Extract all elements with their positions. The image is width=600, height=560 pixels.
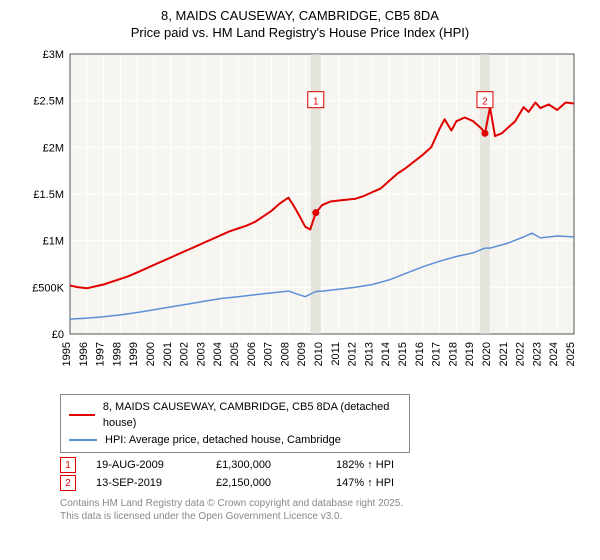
svg-text:2025: 2025 (565, 342, 577, 366)
svg-text:2022: 2022 (515, 342, 527, 366)
svg-text:2018: 2018 (447, 342, 459, 366)
legend-item-property: 8, MAIDS CAUSEWAY, CAMBRIDGE, CB5 8DA (d… (69, 399, 401, 432)
svg-text:2017: 2017 (431, 342, 443, 366)
svg-text:1995: 1995 (61, 342, 73, 366)
transaction-row-1: 1 19-AUG-2009 £1,300,000 182% ↑ HPI (60, 457, 588, 473)
svg-text:£2M: £2M (43, 142, 64, 154)
svg-text:2008: 2008 (279, 342, 291, 366)
footer-line1: Contains HM Land Registry data © Crown c… (60, 497, 588, 510)
svg-text:£1.5M: £1.5M (33, 189, 64, 201)
title-line2: Price paid vs. HM Land Registry's House … (12, 25, 588, 42)
chart-area: £0 £500K £1M £1.5M £2M £2.5M £3M 1995 1996 1997 19… (22, 48, 582, 388)
title-line1: 8, MAIDS CAUSEWAY, CAMBRIDGE, CB5 8DA (12, 8, 588, 25)
svg-text:1: 1 (313, 96, 319, 107)
svg-text:2011: 2011 (330, 342, 342, 366)
chart-container: 8, MAIDS CAUSEWAY, CAMBRIDGE, CB5 8DA Pr… (0, 0, 600, 560)
svg-text:2009: 2009 (296, 342, 308, 366)
svg-text:2003: 2003 (195, 342, 207, 366)
svg-text:2013: 2013 (363, 342, 375, 366)
svg-text:£3M: £3M (43, 49, 64, 61)
legend-swatch-hpi (69, 439, 97, 441)
svg-text:2002: 2002 (179, 342, 191, 366)
legend-item-hpi: HPI: Average price, detached house, Camb… (69, 432, 401, 449)
footer: Contains HM Land Registry data © Crown c… (60, 497, 588, 523)
svg-text:£0: £0 (52, 329, 64, 341)
svg-text:1996: 1996 (78, 342, 90, 366)
svg-text:2014: 2014 (380, 342, 392, 366)
legend-label-property: 8, MAIDS CAUSEWAY, CAMBRIDGE, CB5 8DA (d… (103, 399, 401, 432)
footer-line2: This data is licensed under the Open Gov… (60, 510, 588, 523)
legend: 8, MAIDS CAUSEWAY, CAMBRIDGE, CB5 8DA (d… (60, 394, 410, 454)
transaction-marker-2: 2 (60, 475, 76, 491)
svg-text:2023: 2023 (531, 342, 543, 366)
legend-swatch-property (69, 414, 95, 416)
transaction-date-2: 13-SEP-2019 (96, 477, 216, 489)
svg-text:2021: 2021 (498, 342, 510, 366)
svg-text:£2.5M: £2.5M (33, 95, 64, 107)
svg-text:2016: 2016 (414, 342, 426, 366)
svg-text:2007: 2007 (263, 342, 275, 366)
svg-text:2020: 2020 (481, 342, 493, 366)
svg-text:2015: 2015 (397, 342, 409, 366)
transaction-price-2: £2,150,000 (216, 477, 336, 489)
svg-text:2: 2 (482, 96, 488, 107)
svg-text:2004: 2004 (212, 342, 224, 366)
svg-text:2001: 2001 (162, 342, 174, 366)
chart-title: 8, MAIDS CAUSEWAY, CAMBRIDGE, CB5 8DA Pr… (12, 8, 588, 42)
legend-label-hpi: HPI: Average price, detached house, Camb… (105, 432, 341, 449)
transaction-marker-1: 1 (60, 457, 76, 473)
svg-text:2019: 2019 (464, 342, 476, 366)
svg-text:£500K: £500K (32, 282, 64, 294)
svg-text:2000: 2000 (145, 342, 157, 366)
svg-text:2006: 2006 (246, 342, 258, 366)
svg-text:£1M: £1M (43, 235, 64, 247)
svg-text:1997: 1997 (95, 342, 107, 366)
svg-text:2005: 2005 (229, 342, 241, 366)
transaction-pct-2: 147% ↑ HPI (336, 477, 394, 489)
transaction-pct-1: 182% ↑ HPI (336, 459, 394, 471)
svg-text:2012: 2012 (347, 342, 359, 366)
svg-text:2024: 2024 (548, 342, 560, 366)
line-chart: £0 £500K £1M £1.5M £2M £2.5M £3M 1995 1996 1997 19… (22, 48, 582, 388)
transaction-price-1: £1,300,000 (216, 459, 336, 471)
svg-text:2010: 2010 (313, 342, 325, 366)
transaction-row-2: 2 13-SEP-2019 £2,150,000 147% ↑ HPI (60, 475, 588, 491)
svg-text:1999: 1999 (128, 342, 140, 366)
svg-text:1998: 1998 (111, 342, 123, 366)
transaction-date-1: 19-AUG-2009 (96, 459, 216, 471)
